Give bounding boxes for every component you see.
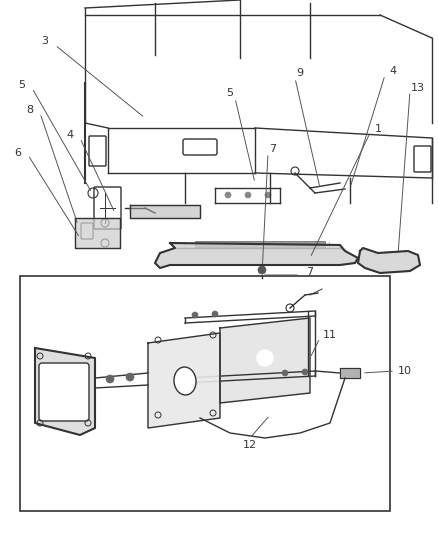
Text: 3: 3 [42,36,49,46]
Bar [20,276,390,511]
Polygon shape [155,243,358,268]
Text: 13: 13 [411,83,425,93]
Text: 7: 7 [307,267,314,277]
Polygon shape [148,333,220,428]
Circle shape [106,375,114,383]
Bar [0,0,438,268]
Text: 11: 11 [323,330,337,340]
Text: 1: 1 [374,124,381,134]
Text: 4: 4 [389,66,396,76]
Circle shape [192,312,198,318]
Polygon shape [35,348,95,435]
Text: 7: 7 [269,144,276,154]
Text: 9: 9 [297,68,304,78]
Circle shape [258,266,266,274]
Text: 12: 12 [243,440,257,450]
Circle shape [245,192,251,198]
Circle shape [257,350,273,366]
Circle shape [225,192,231,198]
FancyBboxPatch shape [89,136,106,166]
Text: 6: 6 [14,148,21,158]
FancyBboxPatch shape [195,241,325,247]
FancyBboxPatch shape [39,363,89,421]
Polygon shape [358,248,420,273]
Text: 4: 4 [67,130,74,140]
Ellipse shape [174,367,196,395]
Circle shape [302,369,308,375]
FancyBboxPatch shape [414,146,431,172]
Circle shape [282,370,288,376]
Polygon shape [130,205,200,218]
Text: 10: 10 [398,366,412,376]
FancyBboxPatch shape [81,223,93,239]
Circle shape [265,192,271,198]
Text: 8: 8 [26,105,34,115]
Polygon shape [340,368,360,378]
Circle shape [126,373,134,381]
Text: 5: 5 [18,80,25,90]
Polygon shape [75,218,120,248]
Text: 5: 5 [226,88,233,98]
Polygon shape [220,318,310,403]
FancyBboxPatch shape [183,139,217,155]
FancyBboxPatch shape [94,187,121,229]
Circle shape [212,311,218,317]
